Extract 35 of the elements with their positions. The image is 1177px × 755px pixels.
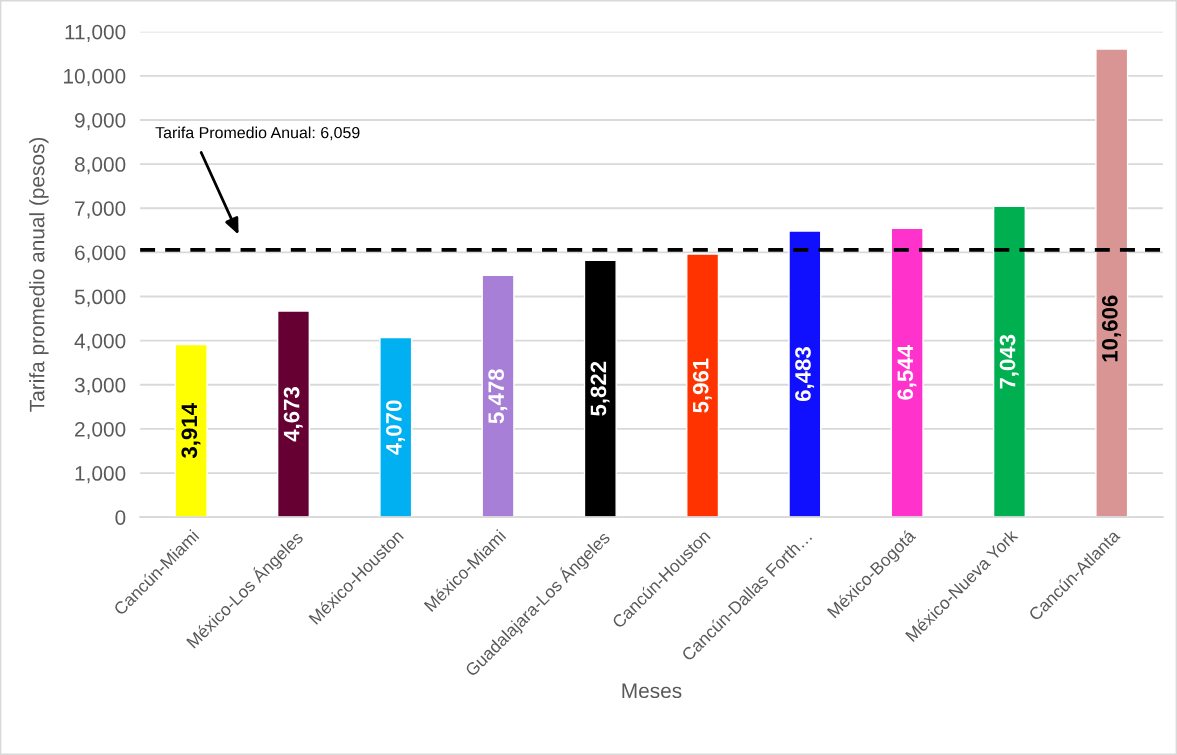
data-label: 5,478: [488, 369, 508, 424]
data-label: 6,544: [897, 345, 917, 400]
bar: [1095, 48, 1129, 518]
bar: [174, 343, 208, 518]
y-tick-label: 7,000: [75, 201, 126, 219]
bar: [890, 227, 924, 518]
y-tick-label: 10,000: [64, 68, 126, 87]
y-tick-label: 3,000: [74, 377, 126, 395]
y-tick-label: 5,000: [74, 289, 126, 307]
y-tick-label: 8,000: [74, 157, 126, 175]
bar: [481, 274, 515, 518]
bar: [276, 310, 311, 518]
data-label: 5,822: [590, 361, 610, 416]
y-tick-label: 11,000: [65, 24, 126, 42]
y-tick-label: 9,000: [75, 112, 126, 131]
bar: [686, 253, 720, 518]
bar: [788, 230, 822, 518]
ref-line-label: Tarifa Promedio Anual: 6,059: [155, 126, 360, 141]
data-label: 3,914: [181, 403, 201, 459]
y-tick-label: 1,000: [75, 466, 126, 484]
bar: [379, 336, 413, 518]
y-tick-label: 2,000: [75, 421, 126, 440]
bar: [992, 205, 1027, 518]
y-axis-title: Tarifa promedio anual (pesos): [29, 137, 49, 412]
y-tick-label: 4,000: [74, 333, 126, 351]
data-label: 5,961: [692, 358, 712, 413]
data-label: 4,673: [283, 387, 303, 442]
data-label: 7,043: [999, 334, 1019, 389]
y-tick-label: 0: [115, 510, 126, 525]
x-axis-title: Meses: [622, 683, 682, 699]
data-label: 4,070: [386, 400, 405, 455]
y-tick-label: 6,000: [75, 245, 126, 263]
bar: [583, 259, 617, 518]
data-label: 10,606: [1101, 295, 1121, 362]
data-label: 6,483: [795, 347, 815, 402]
